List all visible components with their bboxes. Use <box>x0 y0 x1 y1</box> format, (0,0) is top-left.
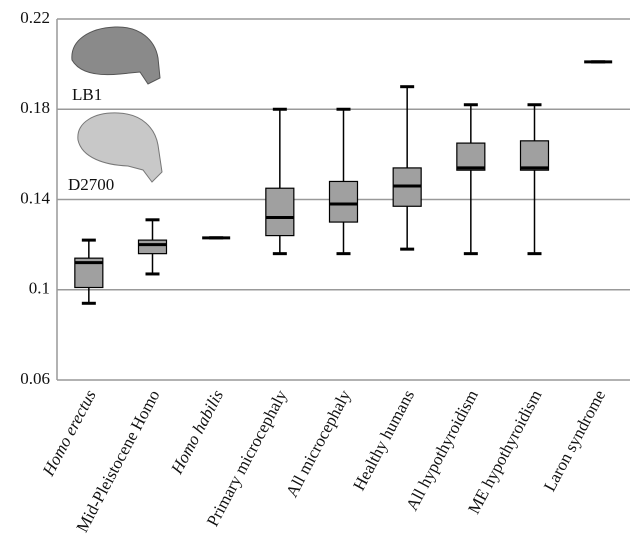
x-tick-label: Healthy humans <box>349 387 418 494</box>
skull-lb1 <box>71 26 161 85</box>
y-tick-label: 0.22 <box>20 8 50 27</box>
box <box>328 180 359 223</box>
y-tick-label: 0.18 <box>20 98 50 117</box>
box <box>456 142 486 171</box>
x-tick-label: ME hypothyroidism <box>464 387 545 517</box>
box <box>265 187 295 237</box>
x-tick-label: Homo erectus <box>38 386 100 479</box>
box <box>137 239 168 255</box>
y-tick-label: 0.14 <box>20 188 50 207</box>
box <box>519 140 550 171</box>
annotation: D2700 <box>68 175 114 194</box>
x-tick-label: Homo habilis <box>167 386 228 477</box>
x-tick-label: All hypothyroidism <box>402 387 482 514</box>
x-tick-label: Laron syndrome <box>540 387 609 495</box>
skull-d2700 <box>77 112 163 183</box>
y-tick-label: 0.06 <box>20 369 50 388</box>
annotation: LB1 <box>72 85 102 104</box>
x-tick-label: All microcephaly <box>282 386 355 500</box>
y-tick-label: 0.1 <box>29 279 50 298</box>
